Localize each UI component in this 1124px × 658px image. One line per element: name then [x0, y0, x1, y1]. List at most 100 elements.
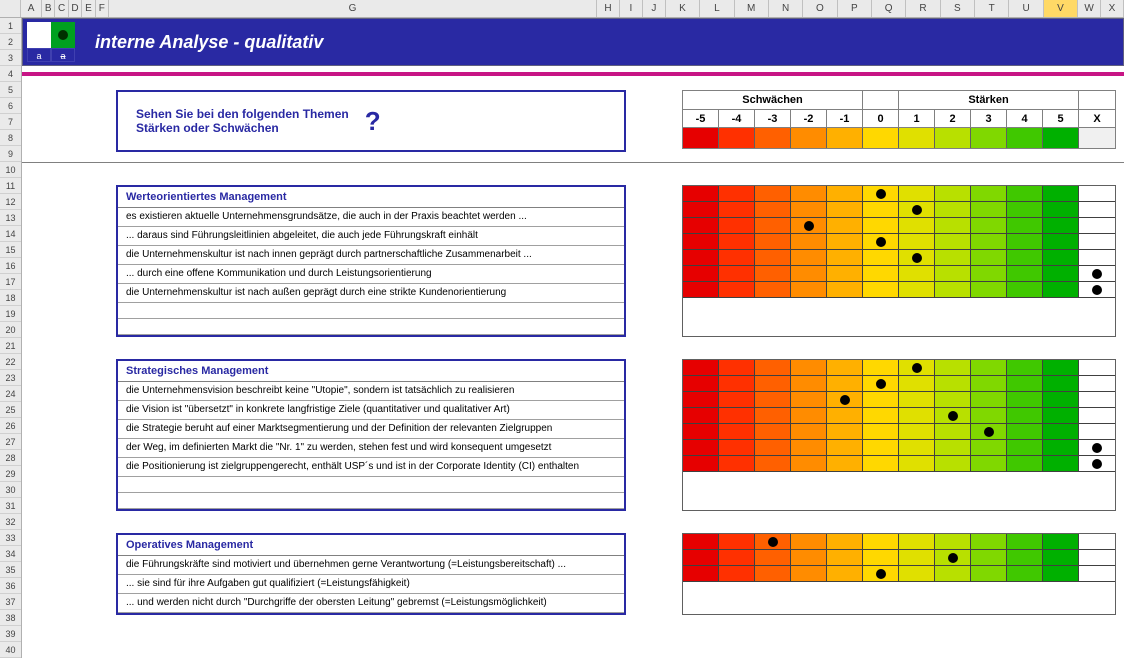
rating-cell[interactable]	[827, 408, 863, 424]
rating-cell[interactable]	[1043, 266, 1079, 282]
rating-cell[interactable]	[899, 550, 935, 566]
row-header-29[interactable]: 29	[0, 466, 21, 482]
rating-cell-x[interactable]	[1079, 392, 1115, 408]
criteria-line[interactable]: die Vision ist "übersetzt" in konkrete l…	[118, 401, 624, 420]
rating-cell[interactable]	[1007, 218, 1043, 234]
rating-cell[interactable]	[1007, 534, 1043, 550]
rating-cell[interactable]	[935, 250, 971, 266]
row-header-9[interactable]: 9	[0, 146, 21, 162]
rating-cell-x[interactable]	[1079, 424, 1115, 440]
rating-cell[interactable]	[719, 566, 755, 582]
row-header-19[interactable]: 19	[0, 306, 21, 322]
row-header-12[interactable]: 12	[0, 194, 21, 210]
rating-cell[interactable]	[1007, 186, 1043, 202]
row-header-6[interactable]: 6	[0, 98, 21, 114]
rating-cell[interactable]	[827, 424, 863, 440]
rating-cell[interactable]	[1007, 250, 1043, 266]
rating-cell[interactable]	[1007, 566, 1043, 582]
rating-cell[interactable]	[863, 456, 899, 472]
rating-cell[interactable]	[935, 456, 971, 472]
rating-cell[interactable]	[1007, 456, 1043, 472]
rating-cell[interactable]	[899, 360, 935, 376]
rating-cell[interactable]	[791, 534, 827, 550]
rating-cell[interactable]	[971, 282, 1007, 298]
row-header-34[interactable]: 34	[0, 546, 21, 562]
col-header-N[interactable]: N	[769, 0, 803, 17]
rating-cell[interactable]	[899, 234, 935, 250]
rating-cell[interactable]	[863, 234, 899, 250]
rating-cell[interactable]	[719, 250, 755, 266]
rating-cell[interactable]	[719, 550, 755, 566]
row-header-4[interactable]: 4	[0, 66, 21, 82]
col-header-S[interactable]: S	[941, 0, 975, 17]
rating-cell-x[interactable]	[1079, 408, 1115, 424]
row-header-21[interactable]: 21	[0, 338, 21, 354]
rating-cell[interactable]	[719, 360, 755, 376]
row-header-35[interactable]: 35	[0, 562, 21, 578]
rating-cell[interactable]	[791, 218, 827, 234]
rating-cell[interactable]	[791, 234, 827, 250]
rating-cell[interactable]	[935, 440, 971, 456]
rating-cell-x[interactable]	[1079, 566, 1115, 582]
rating-cell[interactable]	[791, 440, 827, 456]
rating-cell[interactable]	[1043, 408, 1079, 424]
rating-cell[interactable]	[899, 218, 935, 234]
rating-cell[interactable]	[863, 218, 899, 234]
rating-cell[interactable]	[719, 376, 755, 392]
rating-cell[interactable]	[719, 424, 755, 440]
col-header-A[interactable]: A	[21, 0, 42, 17]
rating-cell[interactable]	[755, 440, 791, 456]
rating-cell[interactable]	[683, 424, 719, 440]
col-header-E[interactable]: E	[82, 0, 95, 17]
rating-cell[interactable]	[827, 534, 863, 550]
rating-cell[interactable]	[971, 202, 1007, 218]
rating-cell[interactable]	[719, 218, 755, 234]
rating-cell[interactable]	[683, 234, 719, 250]
rating-cell[interactable]	[899, 266, 935, 282]
rating-cell[interactable]	[899, 186, 935, 202]
rating-cell[interactable]	[791, 186, 827, 202]
rating-cell[interactable]	[719, 440, 755, 456]
rating-cell[interactable]	[827, 440, 863, 456]
rating-cell[interactable]	[971, 550, 1007, 566]
rating-cell[interactable]	[863, 392, 899, 408]
rating-cell[interactable]	[755, 456, 791, 472]
criteria-line[interactable]	[118, 493, 624, 509]
rating-cell-x[interactable]	[1079, 360, 1115, 376]
rating-cell[interactable]	[683, 550, 719, 566]
row-header-2[interactable]: 2	[0, 34, 21, 50]
rating-cell[interactable]	[683, 266, 719, 282]
col-header-G[interactable]: G	[109, 0, 597, 17]
rating-cell[interactable]	[827, 218, 863, 234]
rating-cell[interactable]	[827, 456, 863, 472]
row-header-26[interactable]: 26	[0, 418, 21, 434]
rating-cell[interactable]	[1007, 392, 1043, 408]
row-header-10[interactable]: 10	[0, 162, 21, 178]
rating-cell[interactable]	[683, 360, 719, 376]
rating-cell[interactable]	[719, 266, 755, 282]
col-header-B[interactable]: B	[42, 0, 55, 17]
rating-cell[interactable]	[935, 360, 971, 376]
rating-cell[interactable]	[863, 424, 899, 440]
rating-cell[interactable]	[683, 440, 719, 456]
rating-cell-x[interactable]	[1079, 456, 1115, 472]
rating-cell-x[interactable]	[1079, 218, 1115, 234]
rating-cell[interactable]	[899, 534, 935, 550]
rating-cell[interactable]	[719, 186, 755, 202]
col-header-T[interactable]: T	[975, 0, 1009, 17]
rating-cell[interactable]	[719, 234, 755, 250]
rating-cell[interactable]	[863, 250, 899, 266]
rating-cell[interactable]	[863, 566, 899, 582]
rating-cell[interactable]	[755, 250, 791, 266]
rating-cell[interactable]	[935, 282, 971, 298]
rating-cell[interactable]	[1007, 282, 1043, 298]
rating-cell[interactable]	[935, 424, 971, 440]
rating-cell-x[interactable]	[1079, 440, 1115, 456]
rating-cell[interactable]	[755, 376, 791, 392]
col-header-V[interactable]: V	[1044, 0, 1078, 17]
rating-cell[interactable]	[971, 218, 1007, 234]
rating-cell[interactable]	[755, 424, 791, 440]
rating-cell[interactable]	[791, 566, 827, 582]
rating-cell[interactable]	[1043, 218, 1079, 234]
rating-cell[interactable]	[1043, 282, 1079, 298]
